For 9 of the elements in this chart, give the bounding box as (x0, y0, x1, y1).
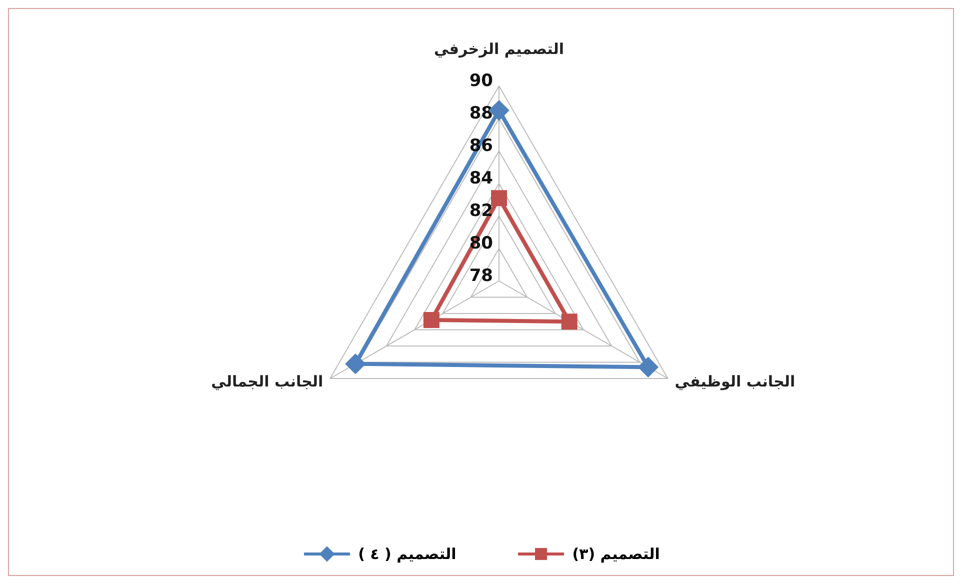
spoke-label: الجانب الوظيفي (674, 372, 796, 390)
y-tick-label: 78 (469, 266, 493, 286)
spoke-label: التصميم الزخرفي (434, 40, 564, 58)
spoke-label: الجانب الجمالي (211, 372, 324, 390)
legend-label: التصميم (٣) (572, 545, 660, 563)
y-tick-label: 90 (469, 71, 494, 91)
legend-label: التصميم ( ٤ ) (358, 545, 456, 563)
y-tick-label: 88 (469, 104, 493, 124)
y-tick-label: 84 (469, 168, 494, 188)
